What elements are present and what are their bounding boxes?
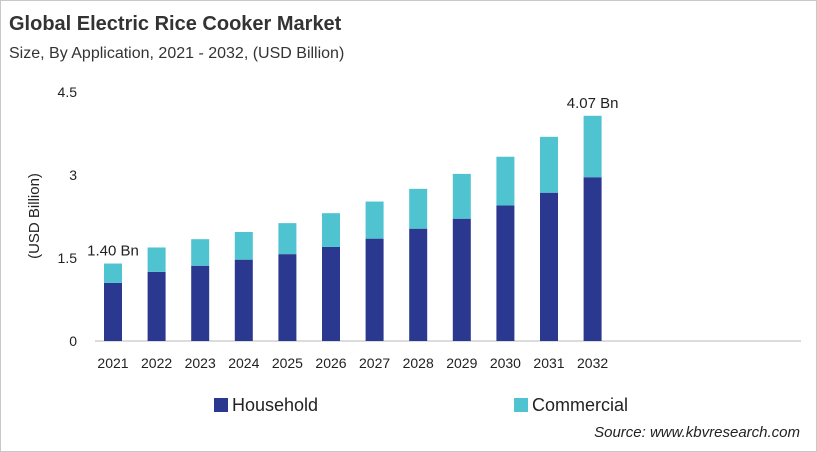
bar-household-2030 <box>496 205 515 341</box>
bar-household-2032 <box>583 177 602 341</box>
y-tick-label: 4.5 <box>58 84 78 100</box>
bar-household-2028 <box>409 228 428 341</box>
bar-household-2022 <box>147 271 166 341</box>
bar-household-2029 <box>452 218 471 341</box>
bar-commercial-2029 <box>452 173 471 219</box>
x-tick-label: 2027 <box>359 355 390 371</box>
legend-swatch-commercial <box>514 398 528 412</box>
data-label: 1.40 Bn <box>87 243 139 260</box>
bar-commercial-2025 <box>278 223 297 255</box>
bar-household-2027 <box>365 238 384 341</box>
legend-label-household: Household <box>232 395 318 415</box>
bar-household-2031 <box>540 192 558 341</box>
x-tick-label: 2032 <box>577 355 608 371</box>
x-tick-label: 2026 <box>315 355 346 371</box>
source-note: Source: www.kbvresearch.com <box>594 424 800 441</box>
y-tick-label: 3 <box>69 167 77 183</box>
bar-commercial-2024 <box>234 231 253 260</box>
bar-commercial-2030 <box>496 156 515 206</box>
x-tick-label: 2022 <box>141 355 172 371</box>
x-tick-label: 2021 <box>97 355 128 371</box>
bar-commercial-2028 <box>409 188 428 229</box>
x-tick-label: 2023 <box>185 355 216 371</box>
x-tick-label: 2031 <box>533 355 564 371</box>
y-tick-label: 0 <box>69 333 77 349</box>
bar-commercial-2032 <box>583 115 602 178</box>
bar-commercial-2023 <box>191 239 210 266</box>
chart-title: Global Electric Rice Cooker Market <box>9 13 342 35</box>
x-tick-label: 2025 <box>272 355 303 371</box>
x-tick-label: 2024 <box>228 355 259 371</box>
y-tick-label: 1.5 <box>58 250 78 266</box>
y-axis-label: (USD Billion) <box>26 173 43 259</box>
legend-swatch-household <box>214 398 228 412</box>
legend-label-commercial: Commercial <box>532 395 628 415</box>
bar-household-2025 <box>278 254 297 341</box>
bar-commercial-2026 <box>322 213 340 247</box>
data-label: 4.07 Bn <box>567 95 619 112</box>
bar-commercial-2022 <box>147 247 166 272</box>
bar-household-2024 <box>234 259 253 341</box>
bar-household-2023 <box>191 265 210 341</box>
x-tick-label: 2030 <box>490 355 521 371</box>
bar-commercial-2021 <box>104 263 122 283</box>
bar-household-2026 <box>322 246 340 341</box>
x-tick-label: 2029 <box>446 355 477 371</box>
chart-subtitle: Size, By Application, 2021 - 2032, (USD … <box>9 45 345 62</box>
bar-commercial-2031 <box>540 136 558 193</box>
bar-household-2021 <box>104 282 122 341</box>
bar-commercial-2027 <box>365 201 384 239</box>
x-tick-label: 2028 <box>403 355 434 371</box>
